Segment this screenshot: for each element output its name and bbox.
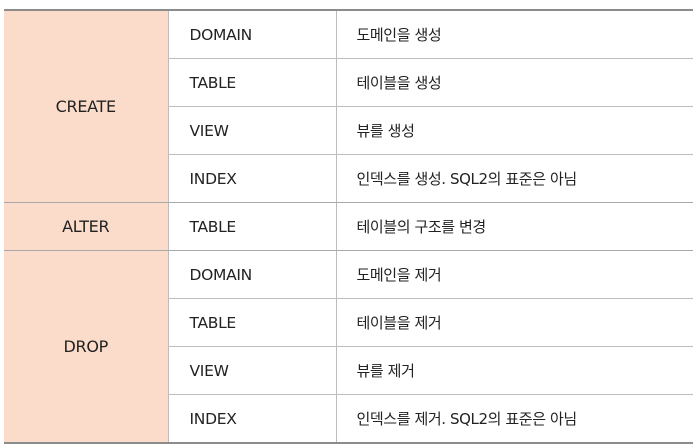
object-cell: VIEW [168,106,337,155]
table-row: TABLE 테이블을 제거 [4,298,693,347]
description-cell: 도메인을 생성 [336,10,693,59]
object-cell: VIEW [168,346,337,395]
description-cell: 인덱스를 생성. SQL2의 표준은 아님 [336,154,693,203]
object-cell: TABLE [168,202,337,251]
object-cell: TABLE [168,298,337,347]
table-row: TABLE 테이블을 생성 [4,58,693,107]
description-cell: 테이블의 구조를 변경 [336,202,693,251]
table-row: DROP DOMAIN 도메인을 제거 [4,250,693,444]
table-row: INDEX 인덱스를 생성. SQL2의 표준은 아님 [4,154,693,203]
object-cell: INDEX [168,394,337,443]
description-cell: 도메인을 제거 [336,250,693,299]
table-row: VIEW 뷰를 제거 [4,346,693,395]
command-cell-alter: ALTER [4,202,169,251]
command-cell-drop: DROP [4,250,169,444]
ddl-command-table: CREATE DOMAIN 도메인을 생성 TABLE 테이블을 생성 VIEW… [4,9,693,444]
description-cell: 인덱스를 제거. SQL2의 표준은 아님 [356,410,578,428]
table-row: INDEX 인덱스를 제거. SQL2의 표준은 아님 [4,394,693,443]
command-cell-create: CREATE [4,10,169,203]
description-cell: 뷰를 제거 [336,346,693,395]
object-cell: TABLE [168,58,337,107]
table-row: ALTER TABLE 테이블의 구조를 변경 [4,202,693,251]
object-cell: INDEX [168,154,337,203]
description-cell: 테이블을 제거 [336,298,693,347]
description-cell: 뷰를 생성 [336,106,693,155]
object-cell: DOMAIN [168,10,337,59]
description-cell: 테이블을 생성 [336,58,693,107]
table-row: CREATE DOMAIN 도메인을 생성 [4,10,693,203]
table-row: VIEW 뷰를 생성 [4,106,693,155]
object-cell: DOMAIN [168,250,337,299]
